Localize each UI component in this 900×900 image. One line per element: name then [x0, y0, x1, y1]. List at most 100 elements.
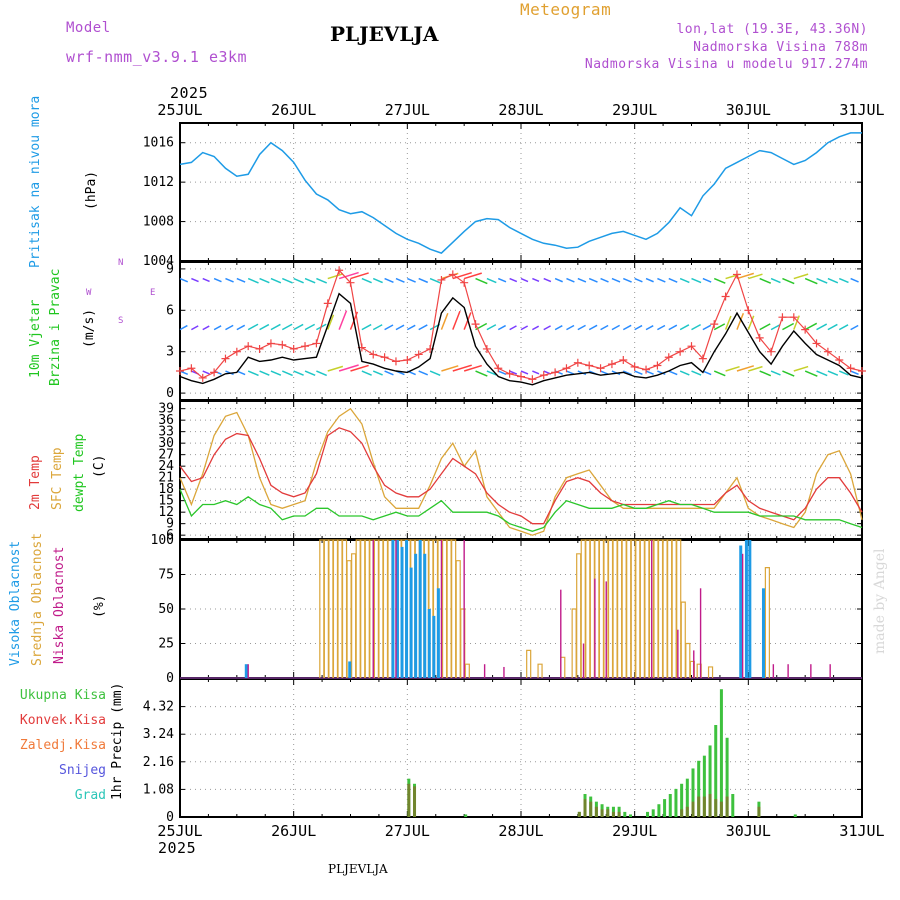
gust-marker	[732, 270, 741, 279]
conv-precip-bar	[714, 799, 718, 817]
conv-precip-bar	[589, 801, 593, 817]
wind-arrow	[600, 277, 609, 283]
gust-marker	[278, 340, 287, 349]
gust-marker	[403, 355, 412, 364]
mid-cloud-bar	[341, 539, 348, 678]
wind-arrow	[440, 312, 449, 330]
wind-arrow	[202, 325, 210, 331]
wind-arrow	[566, 277, 575, 283]
wind-arrow	[657, 277, 666, 283]
total-precip-bar	[657, 804, 661, 817]
wind-arrow	[645, 325, 654, 331]
wind-arrow	[588, 324, 598, 331]
gust-marker	[437, 275, 446, 284]
y-tick-label: 9	[166, 517, 174, 532]
wind-arrow	[304, 370, 316, 376]
gust-marker	[471, 320, 480, 329]
wind-arrow	[225, 277, 234, 283]
wind-arrow	[634, 370, 643, 375]
wind-arrow	[543, 325, 551, 331]
gust-marker	[391, 357, 400, 366]
total-precip-bar	[685, 778, 689, 817]
wind-arrow	[850, 277, 859, 283]
wind-arrow	[191, 325, 199, 331]
y-tick-label: 27	[158, 448, 174, 463]
wind-arrow	[327, 273, 344, 280]
footer-station: PLJEVLJA	[328, 862, 388, 876]
wind-arrow	[702, 324, 712, 331]
elevation: Nadmorska Visina 788m	[693, 40, 868, 55]
high-cloud-bar	[348, 661, 352, 678]
mid-cloud-bar	[351, 553, 357, 678]
precip-label-snow: Snijeg	[59, 763, 106, 778]
wind-arrow	[577, 277, 587, 283]
high-cloud-bar	[423, 553, 427, 678]
y-tick-label: 50	[158, 602, 174, 617]
conv-precip-bar	[757, 806, 761, 817]
gust-marker	[619, 355, 628, 364]
wind-arrow	[259, 277, 270, 284]
day-label-bottom: 28JUL	[498, 822, 543, 840]
high-cloud-bar	[436, 588, 440, 678]
pressure-line	[179, 132, 862, 254]
wind-arrow	[452, 271, 472, 280]
precip-label-grad: Grad	[74, 788, 106, 803]
wind-arrow	[213, 325, 222, 331]
mid-cloud-bar	[451, 539, 457, 678]
wind-arrow	[816, 323, 828, 331]
gust-marker	[221, 354, 230, 363]
gust-marker	[528, 375, 537, 384]
gust-marker	[517, 372, 525, 381]
gust-marker	[676, 347, 685, 356]
conv-precip-bar	[725, 796, 729, 817]
high-cloud-bar	[418, 540, 422, 678]
sfc-temp-line	[179, 407, 863, 536]
wind-arrow	[770, 324, 781, 331]
wind-arrow	[327, 314, 335, 330]
y-tick-label: 2.16	[143, 755, 174, 770]
mid-cloud-bar	[576, 553, 582, 678]
wind-arrow	[463, 364, 482, 372]
model-name: wrf-nmm_v3.9.1 e3km	[66, 48, 248, 66]
mid-cloud-bar	[644, 539, 650, 678]
gust-marker	[846, 364, 855, 373]
mid-cloud-bar	[373, 539, 379, 678]
gust-marker	[505, 369, 514, 378]
gust-marker	[335, 266, 344, 275]
gust-marker	[812, 339, 821, 348]
wind-arrow	[236, 277, 246, 283]
total-precip-bar	[464, 814, 468, 817]
wind-arrow	[372, 277, 383, 284]
gust-marker	[301, 342, 310, 351]
wind-arrow	[384, 370, 394, 376]
wind-arrow	[782, 370, 795, 377]
y-tick-label: 0	[166, 810, 174, 825]
high-cloud-bar	[432, 615, 436, 678]
wind-arrow	[247, 370, 259, 377]
high-cloud-bar	[748, 540, 752, 678]
y-tick-label: 30	[158, 436, 174, 451]
mid-cloud-bar	[598, 539, 605, 678]
wind-arrow	[702, 370, 712, 376]
wind-arrow	[657, 324, 666, 331]
gust-marker	[710, 320, 719, 329]
gust-marker	[176, 367, 184, 376]
wind-arrow	[622, 324, 632, 331]
total-precip-bar	[719, 689, 723, 817]
wind-arrow	[770, 370, 781, 376]
mid-cloud-bar	[464, 663, 470, 678]
gust-marker	[380, 353, 389, 362]
gust-marker	[823, 347, 832, 356]
gust-marker	[482, 344, 491, 353]
wind-arrow	[668, 277, 678, 283]
wind-arrow	[304, 277, 316, 284]
wind-arrow	[748, 365, 763, 372]
conv-precip-bar	[617, 811, 621, 817]
conv-precip-bar	[697, 796, 701, 817]
mid-cloud-bar	[446, 539, 452, 678]
y-tick-label: 3	[166, 345, 174, 360]
wind-arrow	[520, 325, 529, 331]
wind-arrow	[497, 370, 507, 375]
wind-arrow	[634, 277, 643, 283]
